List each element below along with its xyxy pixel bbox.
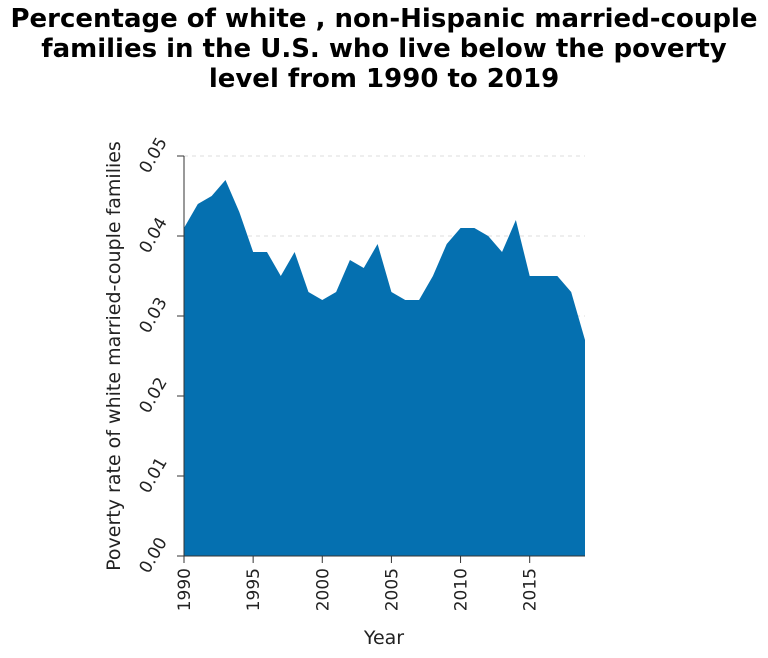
y-tick-label: 0.05 xyxy=(136,134,172,177)
x-tick-label: 2010 xyxy=(452,568,472,611)
chart-title: Percentage of white , non-Hispanic marri… xyxy=(0,4,768,94)
x-tick-label: 1990 xyxy=(175,568,195,611)
chart-title-line: Percentage of white , non-Hispanic marri… xyxy=(10,4,758,34)
x-tick-label: 2000 xyxy=(313,568,333,611)
y-axis-label: Poverty rate of white married-couple fam… xyxy=(103,141,125,571)
y-tick-label: 0.00 xyxy=(136,534,172,577)
y-tick-label: 0.04 xyxy=(136,214,172,257)
chart-title-line: families in the U.S. who live below the … xyxy=(41,34,727,64)
poverty-rate-area xyxy=(184,180,585,556)
y-tick-label: 0.03 xyxy=(136,294,172,337)
x-axis-label: Year xyxy=(363,627,404,649)
chart-title-line: level from 1990 to 2019 xyxy=(208,64,560,94)
x-tick-label: 1995 xyxy=(244,568,264,611)
y-tick-label: 0.01 xyxy=(136,454,172,497)
x-tick-label: 2005 xyxy=(382,568,402,611)
x-tick-label: 2015 xyxy=(521,568,541,611)
axes xyxy=(183,156,585,557)
y-tick-label: 0.02 xyxy=(136,374,172,417)
